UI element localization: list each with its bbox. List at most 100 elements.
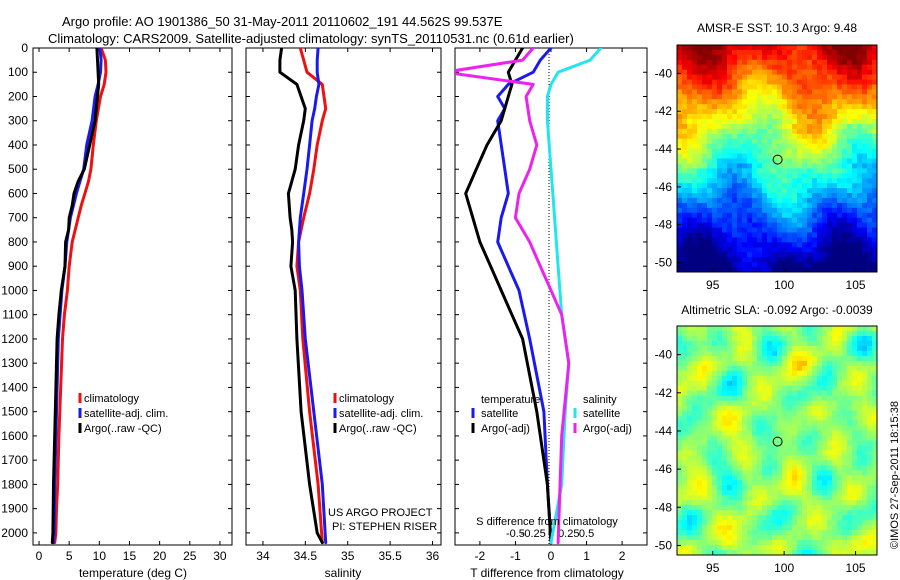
map-cell [787,64,793,71]
map-cell [742,365,748,372]
map-cell [847,360,853,367]
map-cell [757,267,763,272]
map-cell [732,247,738,253]
map-cell [797,525,803,531]
map-cell [727,525,733,531]
map-cell [787,79,793,86]
map-cell [807,133,813,140]
map-cell [837,400,843,407]
map-cell [707,148,713,155]
map-cell [862,59,868,66]
map-cell [792,257,798,263]
map-cell [732,370,738,377]
map-cell [792,212,798,219]
map-cell [737,148,743,155]
map-cell [842,45,848,51]
map-cell [742,415,748,422]
map-cell [842,480,848,486]
map-cell [767,178,773,184]
map-cell [847,247,853,253]
map-cell [812,143,818,150]
map-cell [762,188,768,194]
map-cell [727,345,733,352]
map-cell [827,178,833,184]
map-cell [817,485,823,491]
map-cell [842,217,848,224]
map-cell [832,425,838,432]
y-tick-label: -46 [655,180,673,194]
map-cell [807,355,813,362]
map-cell [832,237,838,243]
map-cell [872,450,877,457]
map-cell [837,168,843,174]
map-cell [782,84,788,91]
map-cell [802,465,808,471]
map-cell [822,530,828,536]
map-cell [837,45,843,51]
map-cell [717,375,723,382]
map-cell [767,99,773,105]
map-cell [872,485,877,491]
map-cell [677,262,683,268]
map-cell [732,445,738,452]
map-cell [837,64,843,71]
map-cell [757,525,763,531]
map-cell [837,515,843,521]
map-cell [832,64,838,71]
map-cell [802,510,808,516]
map-cell [682,163,688,169]
map-cell [807,470,813,476]
map-cell [842,64,848,71]
map-cell [862,109,868,115]
map-cell [857,202,863,209]
map-cell [737,262,743,268]
map-cell [802,242,808,248]
map-cell [692,510,698,516]
map-cell [812,54,818,61]
map-cell [867,380,873,387]
map-cell [807,222,813,229]
map-cell [802,128,808,135]
map-cell [787,340,793,347]
map-cell [787,119,793,125]
map-cell [732,410,738,417]
map-cell [702,530,708,536]
map-cell [867,430,873,437]
map-cell [727,380,733,387]
map-cell [737,340,743,347]
map-cell [792,123,798,130]
map-cell [767,375,773,382]
map-cell [787,232,793,239]
map-cell [677,350,683,357]
map-cell [852,242,858,248]
map-cell [677,465,683,471]
map-cell [852,370,858,377]
map-cell [797,450,803,457]
map-cell [782,148,788,155]
map-cell [692,505,698,511]
map-cell [767,535,773,541]
map-cell [737,510,743,516]
map-cell [757,480,763,486]
map-cell [717,425,723,432]
map-cell [682,188,688,194]
map-cell [782,257,788,263]
map-cell [827,360,833,367]
map-cell [742,525,748,531]
map-cell [682,247,688,253]
map-cell [752,119,758,125]
map-cell [792,340,798,347]
map-cell [712,109,718,115]
map-cell [702,138,708,145]
map-cell [697,163,703,169]
map-cell [687,64,693,71]
map-cell [847,510,853,516]
map-cell [707,515,713,521]
map-cell [802,550,808,555]
map-cell [852,168,858,174]
map-cell [827,217,833,224]
map-cell [752,550,758,555]
map-cell [847,104,853,110]
map-cell [867,114,873,120]
map-cell [697,385,703,392]
